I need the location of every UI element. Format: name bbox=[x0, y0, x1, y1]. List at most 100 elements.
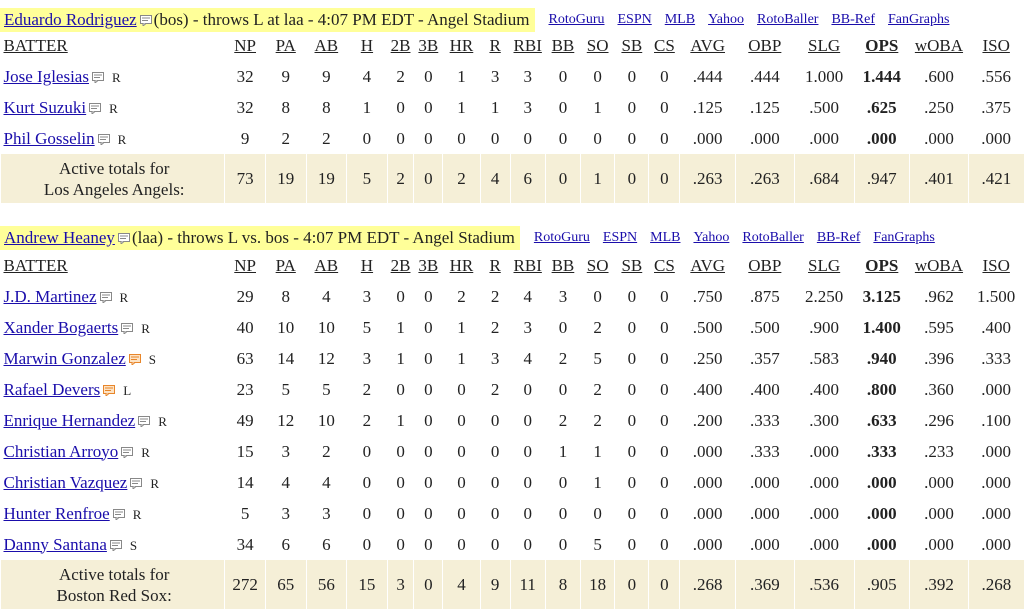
col-header-hr[interactable]: HR bbox=[449, 255, 474, 275]
col-header-iso[interactable]: ISO bbox=[982, 35, 1010, 55]
link-rotoguru[interactable]: RotoGuru bbox=[533, 230, 590, 245]
col-header-r[interactable]: R bbox=[489, 255, 501, 275]
col-header-hr[interactable]: HR bbox=[449, 35, 474, 55]
col-header-ops[interactable]: OPS bbox=[865, 35, 899, 55]
col-header-np[interactable]: NP bbox=[234, 35, 256, 55]
link-rotoguru[interactable]: RotoGuru bbox=[548, 12, 605, 27]
notes-icon[interactable] bbox=[97, 134, 110, 146]
stat-pa: 5 bbox=[281, 379, 290, 399]
col-header-iso[interactable]: ISO bbox=[982, 255, 1010, 275]
batter-link[interactable]: Enrique Hernandez bbox=[3, 410, 136, 430]
pitcher-link[interactable]: Eduardo Rodriguez bbox=[4, 10, 137, 29]
col-header-cs[interactable]: CS bbox=[654, 35, 675, 55]
link-espn[interactable]: ESPN bbox=[617, 12, 652, 27]
notes-icon[interactable] bbox=[103, 385, 116, 397]
col-header-rbi[interactable]: RBI bbox=[513, 255, 542, 275]
col-header-bb[interactable]: BB bbox=[551, 255, 575, 275]
col-header-ab[interactable]: AB bbox=[314, 35, 339, 55]
stat-so: 2 bbox=[593, 317, 602, 337]
col-header-rbi[interactable]: RBI bbox=[513, 35, 542, 55]
col-header-batter[interactable]: BATTER bbox=[3, 255, 68, 275]
notes-icon[interactable] bbox=[109, 540, 122, 552]
batter-link[interactable]: Phil Gosselin bbox=[3, 128, 95, 148]
stat-bb: 0 bbox=[558, 128, 568, 148]
batter-link[interactable]: Hunter Renfroe bbox=[3, 503, 110, 523]
notes-icon[interactable] bbox=[128, 354, 141, 366]
link-fangraphs[interactable]: FanGraphs bbox=[873, 230, 935, 245]
col-header-obp[interactable]: OBP bbox=[748, 255, 782, 275]
notes-icon[interactable] bbox=[139, 14, 152, 26]
notes-icon[interactable] bbox=[99, 292, 112, 304]
col-header-r[interactable]: R bbox=[489, 35, 501, 55]
link-fangraphs[interactable]: FanGraphs bbox=[888, 12, 950, 27]
link-mlb[interactable]: MLB bbox=[664, 12, 696, 27]
stat-cs: 0 bbox=[660, 410, 669, 430]
col-header-slg[interactable]: SLG bbox=[808, 255, 841, 275]
link-bbref[interactable]: BB-Ref bbox=[816, 230, 861, 245]
col-header-h[interactable]: H bbox=[360, 255, 374, 275]
batter-link[interactable]: Marwin Gonzalez bbox=[3, 348, 126, 368]
batter-link[interactable]: Kurt Suzuki bbox=[3, 97, 87, 117]
link-rotoballer[interactable]: RotoBaller bbox=[742, 230, 804, 245]
stat-r: 0 bbox=[490, 441, 500, 461]
link-espn[interactable]: ESPN bbox=[602, 230, 638, 245]
stat-sb: 0 bbox=[627, 128, 637, 148]
notes-icon[interactable] bbox=[130, 478, 143, 490]
notes-icon[interactable] bbox=[89, 103, 102, 115]
col-header-sb[interactable]: SB bbox=[621, 35, 643, 55]
batter-link[interactable]: Rafael Devers bbox=[3, 379, 101, 399]
stat-cs: 0 bbox=[660, 66, 669, 86]
notes-icon[interactable] bbox=[117, 232, 130, 244]
notes-icon[interactable] bbox=[121, 447, 134, 459]
batter-link[interactable]: Xander Bogaerts bbox=[3, 317, 119, 337]
col-header-batter[interactable]: BATTER bbox=[3, 35, 68, 55]
stat-obp: .000 bbox=[749, 503, 780, 523]
col-header-2b[interactable]: 2B bbox=[390, 35, 411, 55]
stat-woba: .360 bbox=[924, 379, 954, 399]
batter-link[interactable]: Jose Iglesias bbox=[3, 66, 89, 86]
notes-icon[interactable] bbox=[121, 323, 134, 335]
stat-iso: .000 bbox=[981, 503, 1012, 523]
col-header-so[interactable]: SO bbox=[586, 35, 609, 55]
stat-np: 34 bbox=[236, 534, 254, 554]
stat-ops: 3.125 bbox=[862, 286, 901, 306]
col-header-obp[interactable]: OBP bbox=[748, 35, 782, 55]
notes-icon[interactable] bbox=[138, 416, 151, 428]
col-header-so[interactable]: SO bbox=[586, 255, 609, 275]
col-header-woba[interactable]: wOBA bbox=[914, 255, 964, 275]
stat-hr: 0 bbox=[457, 379, 466, 399]
link-yahoo[interactable]: Yahoo bbox=[693, 230, 730, 245]
col-header-bb[interactable]: BB bbox=[551, 35, 575, 55]
batter-link[interactable]: Danny Santana bbox=[3, 534, 107, 554]
col-header-ab[interactable]: AB bbox=[314, 255, 339, 275]
col-header-cs[interactable]: CS bbox=[654, 255, 675, 275]
link-bbref[interactable]: BB-Ref bbox=[831, 12, 876, 27]
col-header-pa[interactable]: PA bbox=[275, 255, 296, 275]
pitcher-link[interactable]: Andrew Heaney bbox=[4, 228, 115, 247]
batter-hand: S bbox=[129, 537, 138, 553]
col-header-sb[interactable]: SB bbox=[621, 255, 643, 275]
col-header-h[interactable]: H bbox=[360, 35, 374, 55]
batter-link[interactable]: Christian Vazquez bbox=[3, 472, 128, 492]
total-2b: 3 bbox=[386, 560, 414, 609]
col-header-3b[interactable]: 3B bbox=[418, 35, 439, 55]
col-header-3b[interactable]: 3B bbox=[418, 255, 439, 275]
col-header-slg[interactable]: SLG bbox=[808, 35, 841, 55]
col-header-woba[interactable]: wOBA bbox=[914, 35, 964, 55]
col-header-np[interactable]: NP bbox=[234, 255, 256, 275]
col-header-2b[interactable]: 2B bbox=[390, 255, 411, 275]
link-rotoballer[interactable]: RotoBaller bbox=[757, 12, 819, 27]
col-header-pa[interactable]: PA bbox=[275, 35, 296, 55]
batter-link[interactable]: Christian Arroyo bbox=[3, 441, 119, 461]
notes-icon[interactable] bbox=[112, 509, 125, 521]
notes-icon[interactable] bbox=[91, 72, 104, 84]
link-mlb[interactable]: MLB bbox=[650, 230, 681, 245]
stat-2b: 0 bbox=[396, 441, 405, 461]
col-header-avg[interactable]: AVG bbox=[690, 35, 725, 55]
game-info: (bos) - throws L at laa - 4:07 PM EDT - … bbox=[153, 10, 530, 29]
col-header-ops[interactable]: OPS bbox=[865, 255, 899, 275]
link-yahoo[interactable]: Yahoo bbox=[708, 12, 745, 27]
col-header-avg[interactable]: AVG bbox=[690, 255, 725, 275]
batter-hand: L bbox=[123, 382, 132, 398]
batter-link[interactable]: J.D. Martinez bbox=[3, 286, 97, 306]
